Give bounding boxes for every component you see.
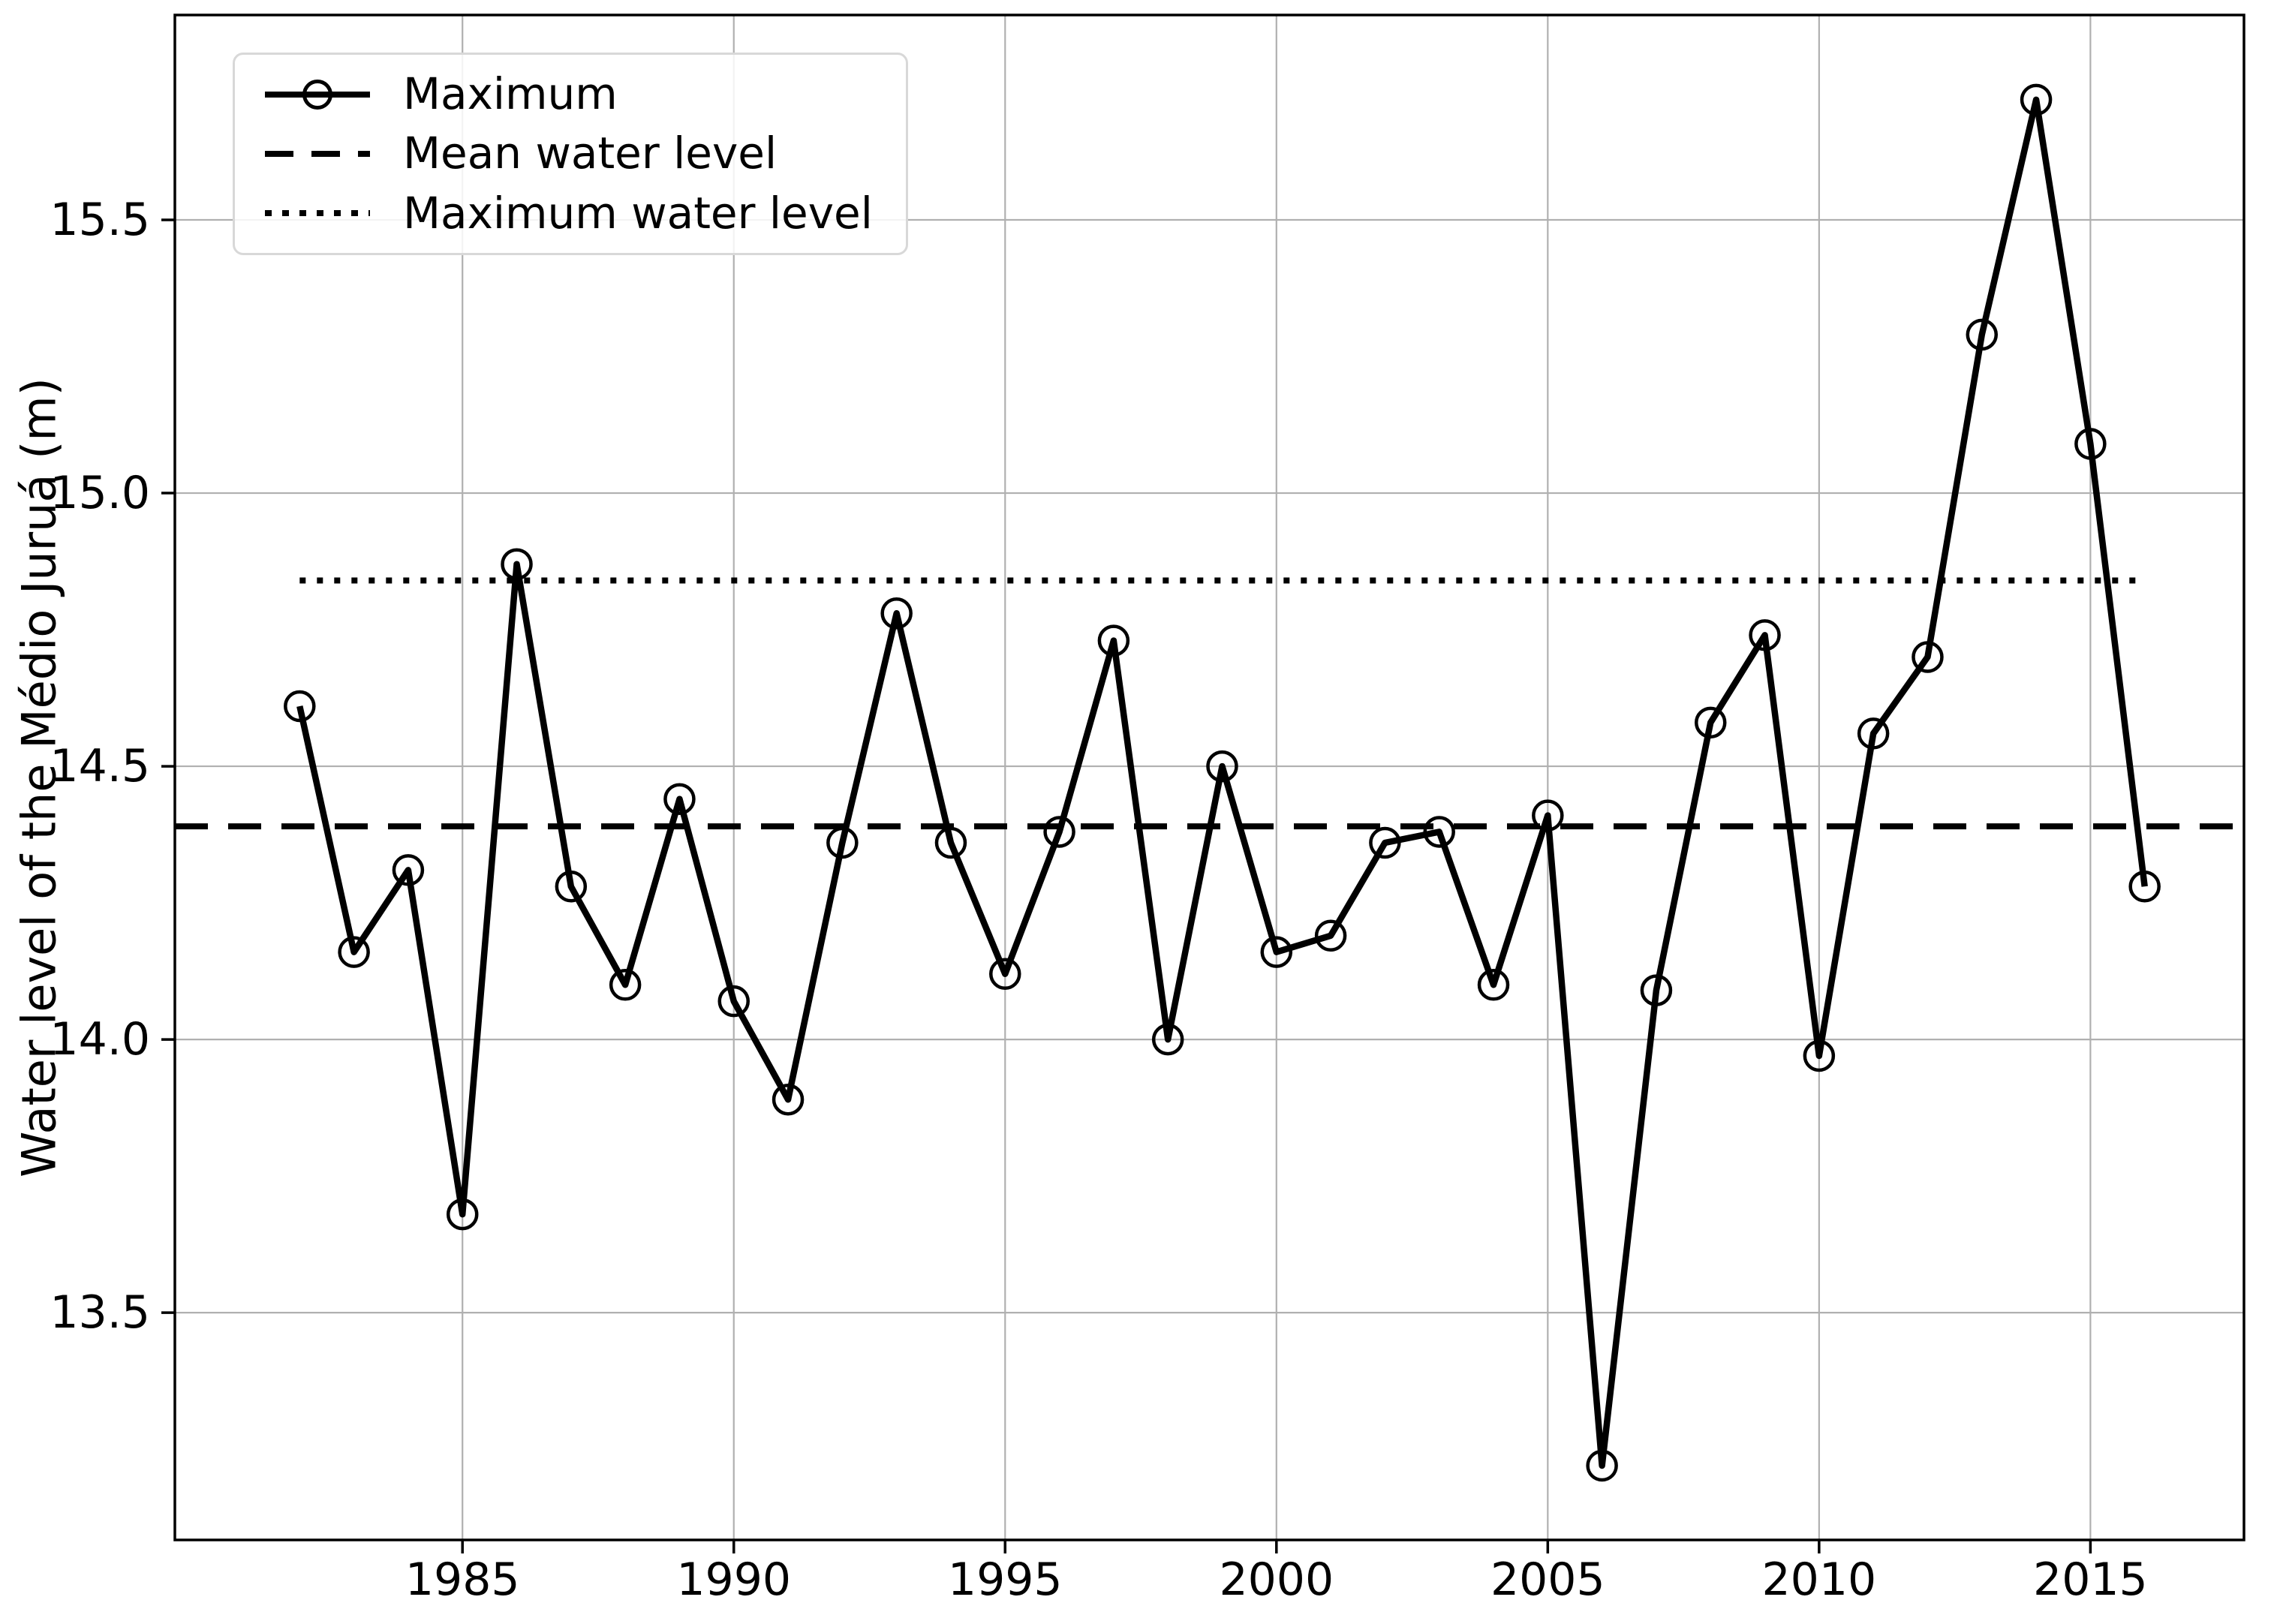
data-point-1998 [1151, 1023, 1184, 1056]
y-tick-label-15.5: 15.5 [50, 194, 150, 247]
data-point-2006 [1586, 1449, 1618, 1482]
y-tick-label-14.5: 14.5 [50, 740, 150, 793]
data-point-2009 [1749, 619, 1781, 651]
data-point-2014 [2020, 83, 2053, 116]
y-tick-label-13.5: 13.5 [50, 1286, 150, 1340]
data-point-1991 [772, 1083, 805, 1116]
legend-sample-dotted-line [265, 210, 370, 217]
data-point-1987 [555, 870, 588, 903]
legend-item-maximum-water-level: Maximum water level [265, 188, 898, 240]
legend-label: Maximum water level [403, 187, 873, 239]
data-point-2001 [1314, 919, 1347, 952]
data-point-1994 [934, 826, 967, 859]
plot-border [173, 14, 2245, 1541]
x-tick-label-1995: 1995 [947, 1553, 1063, 1606]
data-point-2005 [1532, 799, 1564, 832]
y-tick-label-14.0: 14.0 [50, 1013, 150, 1066]
x-tick-label-1985: 1985 [405, 1553, 520, 1606]
data-point-1983 [338, 936, 370, 968]
data-point-1988 [609, 969, 642, 1001]
x-tick-label-2015: 2015 [2033, 1553, 2148, 1606]
data-point-2008 [1694, 706, 1727, 739]
legend-label: Mean water level [403, 128, 778, 179]
legend-sample-dashed-line [265, 150, 370, 157]
data-point-1993 [880, 597, 913, 630]
x-tick-label-2000: 2000 [1219, 1553, 1334, 1606]
data-point-2003 [1423, 816, 1455, 848]
series-line-maximum [296, 96, 2148, 1469]
data-point-1997 [1097, 624, 1130, 657]
legend-item-mean-water-level: Mean water level [265, 128, 898, 180]
data-point-2012 [1912, 641, 1944, 673]
legend-item-maximum: Maximum [265, 68, 898, 121]
circle-marker-icon [302, 79, 332, 110]
data-point-1990 [717, 985, 750, 1018]
legend-sample-solid-line [265, 79, 370, 110]
data-point-1986 [501, 548, 533, 580]
data-point-2011 [1857, 717, 1890, 750]
data-point-2000 [1260, 936, 1293, 968]
data-point-1995 [989, 958, 1021, 990]
data-point-1984 [392, 854, 425, 886]
data-point-2002 [1369, 826, 1401, 859]
data-point-1985 [446, 1198, 479, 1231]
data-point-2007 [1640, 974, 1673, 1006]
data-point-2013 [1966, 318, 1999, 351]
data-point-1996 [1043, 816, 1075, 848]
data-point-2015 [2074, 428, 2107, 460]
legend-label: Maximum [403, 68, 618, 119]
data-point-2004 [1477, 969, 1510, 1001]
legend: Maximum Mean water level Maximum water l… [233, 53, 908, 255]
x-tick-label-1990: 1990 [676, 1553, 792, 1606]
x-tick-label-2005: 2005 [1490, 1553, 1605, 1606]
data-point-1999 [1206, 750, 1238, 783]
data-point-1982 [284, 690, 316, 723]
data-point-2016 [2128, 870, 2161, 903]
x-tick-label-2010: 2010 [1761, 1553, 1877, 1606]
data-point-2010 [1803, 1039, 1836, 1072]
data-point-1992 [826, 826, 859, 859]
data-point-1989 [663, 783, 696, 816]
y-tick-label-15.0: 15.0 [50, 467, 150, 520]
